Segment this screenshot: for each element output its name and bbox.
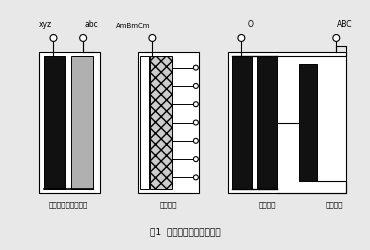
Circle shape	[194, 157, 198, 162]
Text: 调压绕组: 调压绕组	[159, 201, 177, 208]
Bar	[299, 64, 316, 181]
Text: abc: abc	[84, 20, 98, 29]
Bar	[139, 56, 149, 189]
Bar	[257, 56, 277, 189]
Bar	[232, 56, 252, 189]
Circle shape	[238, 34, 245, 42]
Bar	[138, 52, 199, 193]
Text: O: O	[247, 20, 253, 29]
Bar	[150, 56, 172, 189]
Circle shape	[50, 34, 57, 42]
Text: 公共绕组: 公共绕组	[258, 201, 276, 208]
Circle shape	[149, 34, 156, 42]
Bar	[71, 56, 93, 189]
Circle shape	[194, 102, 198, 107]
Bar	[44, 56, 65, 189]
Text: ABC: ABC	[337, 20, 353, 29]
Circle shape	[194, 65, 198, 70]
Text: 图1  变压器线圈内部连接图: 图1 变压器线圈内部连接图	[150, 228, 220, 237]
Text: 低压及低压励磁绕组: 低压及低压励磁绕组	[48, 201, 88, 208]
Circle shape	[80, 34, 87, 42]
Circle shape	[194, 175, 198, 180]
Text: xyz: xyz	[38, 20, 51, 29]
Circle shape	[194, 138, 198, 143]
Bar	[38, 52, 100, 193]
Text: 串联绕组: 串联绕组	[326, 201, 343, 208]
Circle shape	[333, 34, 340, 42]
Circle shape	[194, 84, 198, 88]
Circle shape	[194, 120, 198, 125]
Bar	[228, 52, 346, 193]
Text: AmBmCm: AmBmCm	[116, 23, 150, 29]
